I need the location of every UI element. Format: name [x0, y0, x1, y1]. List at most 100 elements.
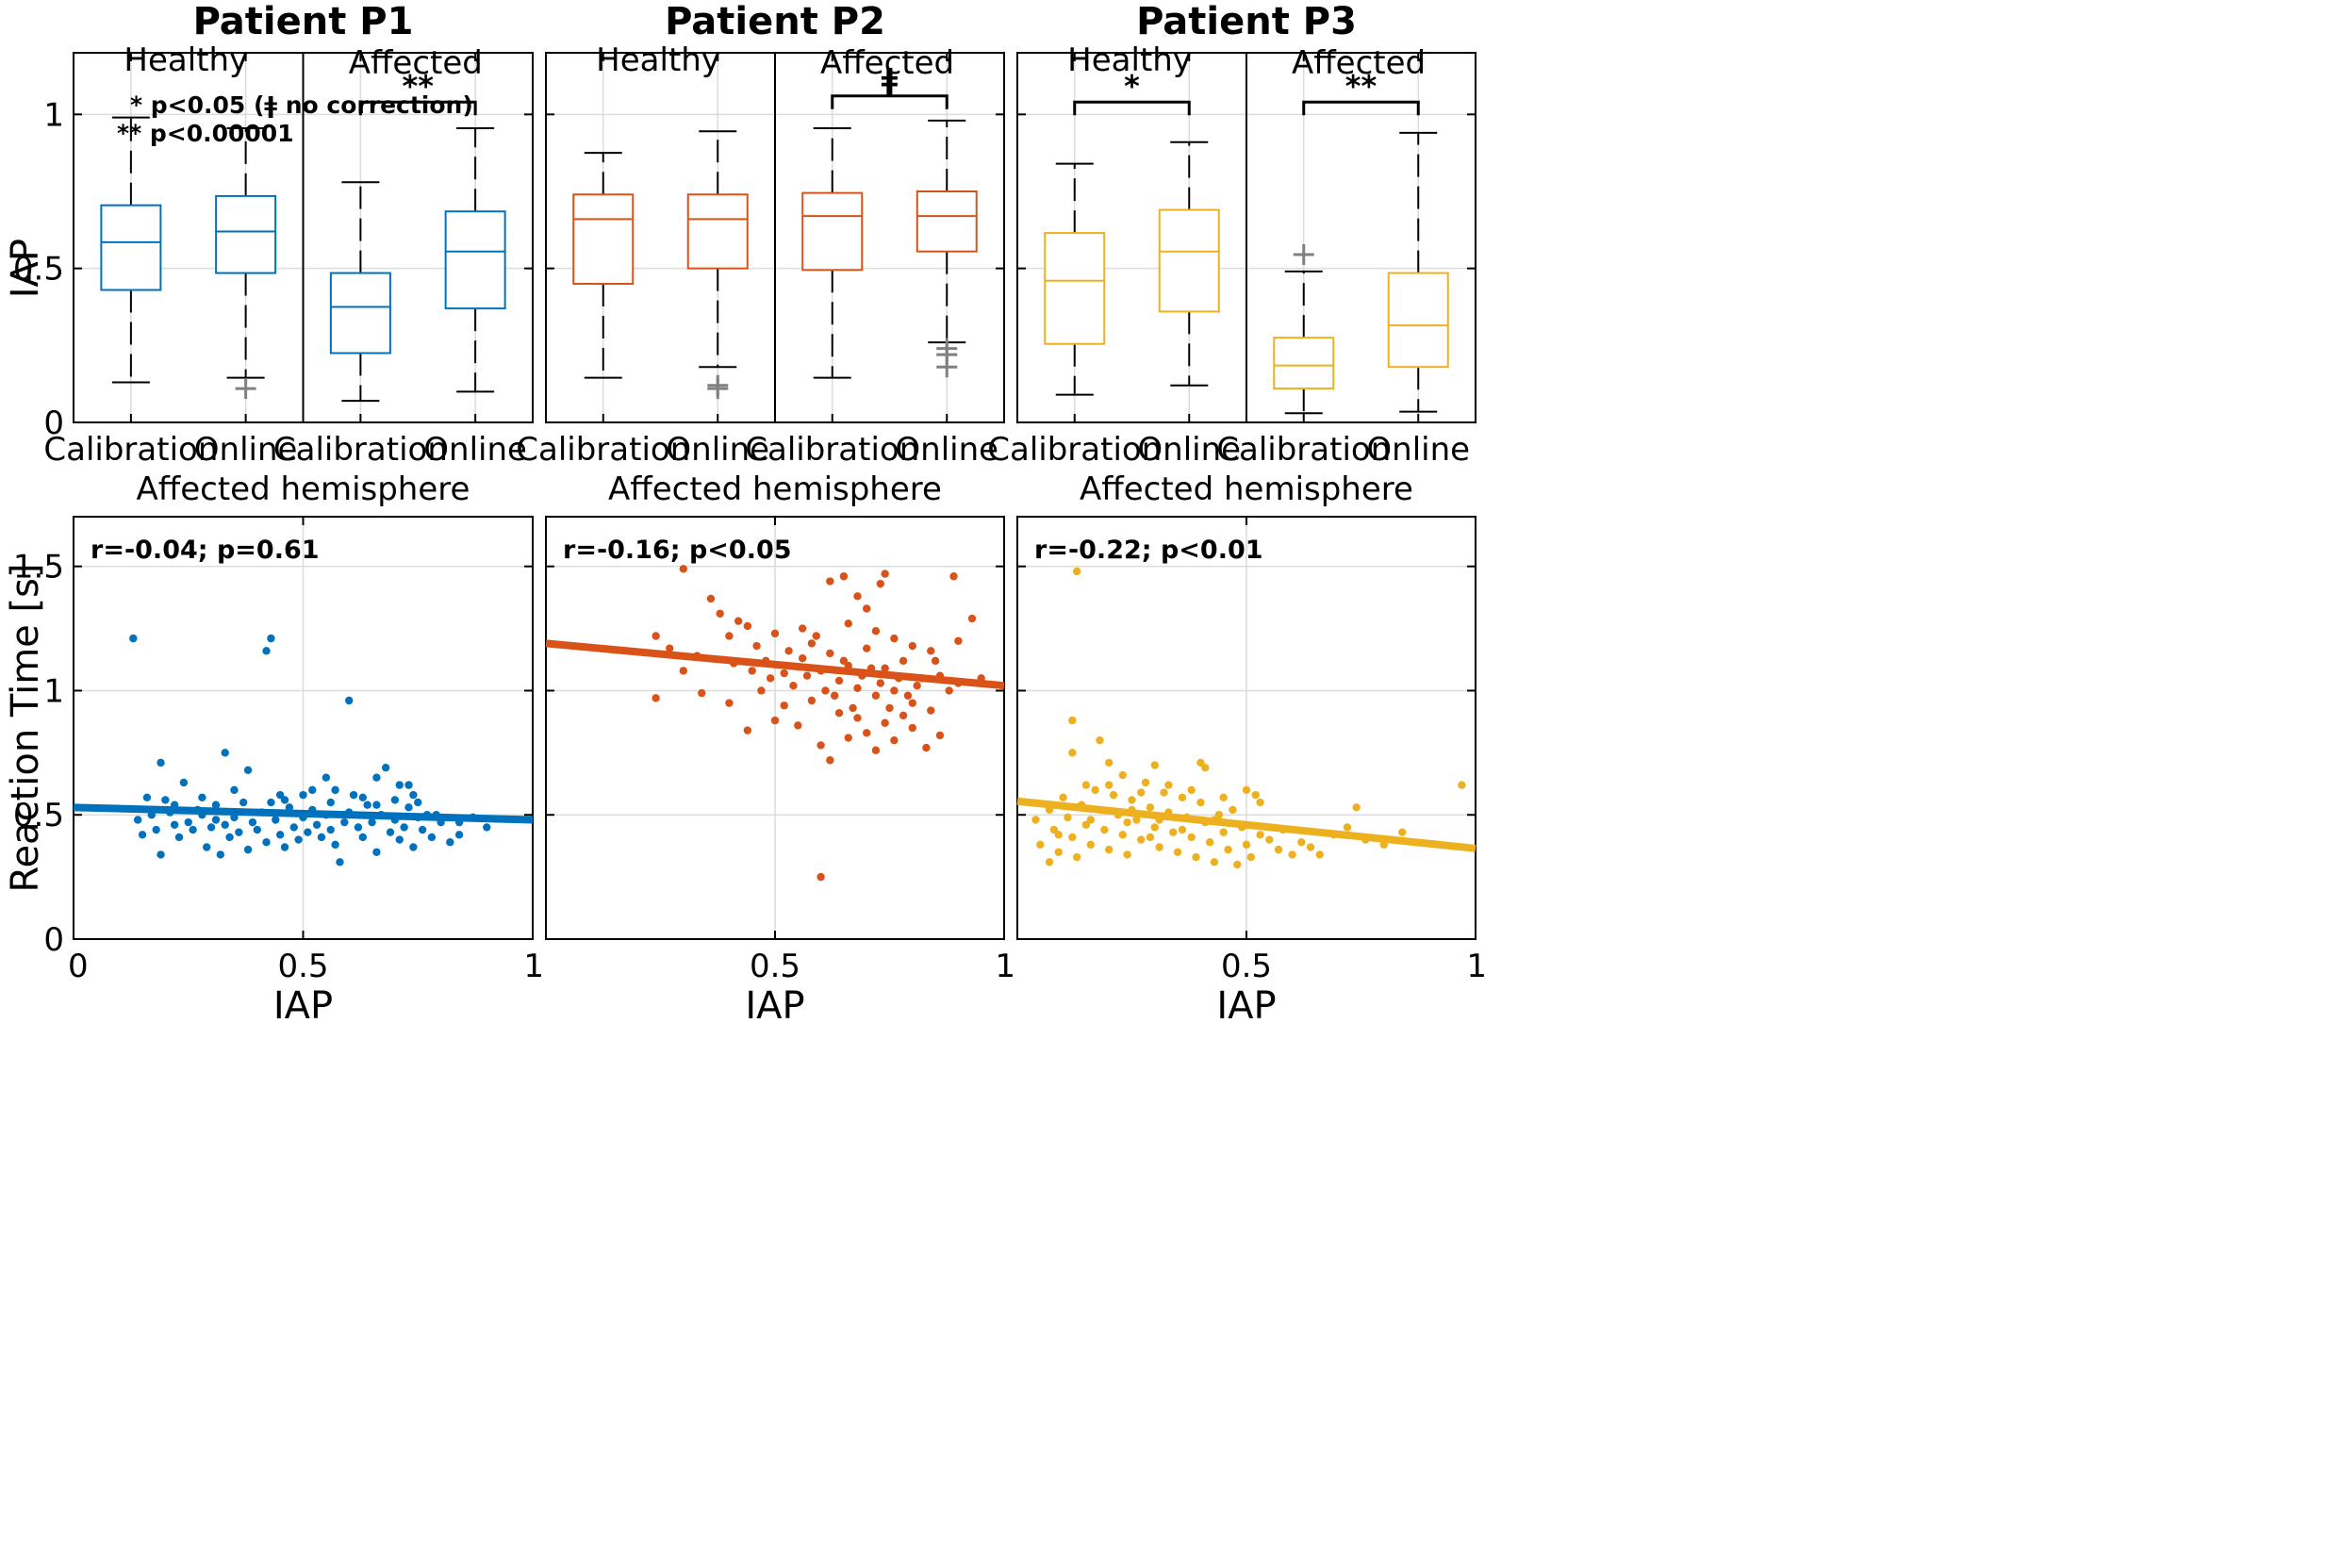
x-tick-label: 0.5 [750, 948, 800, 985]
legend-note-2: ** p<0.00001 [117, 120, 294, 147]
scatter-point [954, 636, 963, 645]
y-tick-label: 0.5 [13, 251, 64, 289]
scatter-point [326, 825, 335, 834]
scatter-point [1118, 831, 1127, 839]
scatter-point [221, 749, 229, 757]
scatter-point [922, 743, 931, 752]
scatter-point [734, 617, 743, 625]
x-category-label: Calibration [987, 431, 1162, 469]
box-outlier [1293, 243, 1314, 265]
scatter-point [404, 803, 413, 812]
scatter-point [1288, 850, 1296, 859]
scatter-point [881, 664, 889, 672]
scatter-point [1173, 848, 1182, 856]
x-category-label: Online [194, 431, 298, 469]
scatter-point [414, 798, 422, 807]
scatter-point [1315, 850, 1324, 859]
scatter-point [1049, 825, 1059, 834]
y-tick-label: 1 [43, 672, 64, 710]
scatter-point [1064, 813, 1072, 822]
x-tick-label: 1 [995, 948, 1015, 985]
x-category-label: Online [423, 431, 527, 469]
scatter-point [908, 699, 916, 707]
scatter-point [1091, 785, 1099, 795]
scatter-point [349, 790, 358, 800]
scatter-point [239, 798, 248, 807]
x-category-label: Calibration [1216, 431, 1391, 469]
significance-bracket [358, 100, 477, 116]
scatter-point [871, 627, 881, 635]
y-tick-label: 0.5 [13, 797, 64, 834]
scatter-point [1229, 805, 1237, 815]
scatter-point [157, 758, 165, 767]
scatter-point [409, 843, 418, 851]
scatter-point [789, 682, 798, 690]
scatter-point [372, 848, 381, 856]
x-axis-label: IAP [1216, 984, 1276, 1028]
scatter-point [1224, 845, 1232, 854]
scatter-point [652, 694, 660, 702]
scatter-point [853, 684, 862, 693]
scatter-point [913, 682, 921, 690]
scatter-point [248, 817, 257, 827]
scatter-point [1205, 838, 1214, 847]
scatter-point [157, 850, 165, 859]
scatter-point [358, 793, 368, 801]
scatter-point [743, 621, 752, 631]
scatter-point [1164, 781, 1173, 789]
scatter-point [1141, 778, 1150, 787]
scatter-point [725, 632, 734, 640]
scatter-point [871, 691, 881, 700]
scatter-point [927, 706, 935, 715]
scatter-point [802, 671, 812, 680]
scatter-point [1352, 803, 1361, 812]
scatter-point [812, 632, 820, 640]
scatter-point [1105, 845, 1114, 854]
scatter-point [766, 674, 775, 683]
scatter-point [807, 696, 817, 705]
scatter-point [308, 785, 317, 795]
group-label: Affected [820, 44, 954, 82]
scatter-point [863, 729, 871, 737]
scatter-point [798, 654, 807, 663]
scatter-point [253, 825, 261, 834]
scatter-point [935, 731, 945, 740]
scatter-point [1146, 833, 1155, 842]
scatter-point [345, 696, 354, 705]
scatter-point [133, 816, 142, 824]
scatter-point [807, 639, 817, 648]
correlation-annotation: r=-0.04; p=0.61 [91, 536, 320, 565]
scatter-point [826, 577, 834, 586]
scatter-point [890, 735, 899, 745]
significance-bracket [1302, 100, 1420, 116]
x-category-label: Online [895, 431, 998, 469]
scatter-point [1081, 820, 1091, 829]
scatter-point [395, 835, 404, 844]
scatter-point [839, 572, 849, 581]
scatter-point [834, 676, 844, 685]
scatter-point [863, 644, 871, 652]
scatter-point [1128, 796, 1136, 804]
scatter-point [354, 823, 363, 832]
scatter-point [390, 796, 400, 804]
scatter-point [1068, 716, 1077, 725]
scatter-point [372, 773, 381, 782]
scatter-point [1150, 823, 1160, 832]
box-body [444, 210, 506, 310]
scatter-point [368, 817, 376, 827]
scatter-point [881, 718, 889, 727]
scatter-point [908, 641, 916, 651]
significance-bracket [1073, 100, 1191, 116]
scatter-point [1096, 735, 1104, 745]
scatter-point [1169, 828, 1178, 836]
regression-line [1016, 797, 1476, 852]
scatter-point [400, 823, 408, 832]
scatter-point [1178, 825, 1187, 834]
scatter-point [679, 565, 687, 573]
scatter-point [1219, 793, 1228, 801]
scatter-point [179, 778, 189, 787]
scatter-point [871, 746, 881, 754]
scatter-point [1187, 833, 1196, 842]
scatter-point [267, 634, 275, 643]
x-category-label: Calibration [516, 431, 690, 469]
